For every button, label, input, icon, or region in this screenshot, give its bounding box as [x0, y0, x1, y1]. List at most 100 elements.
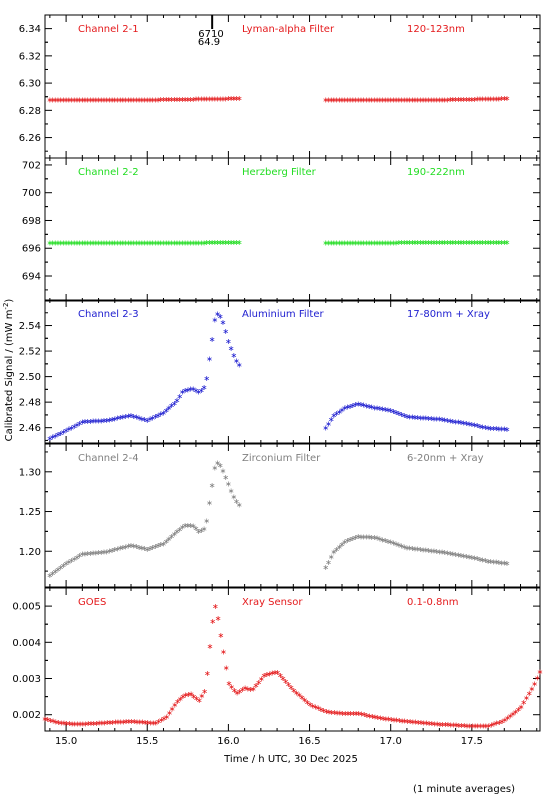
data-point: ∗	[382, 405, 389, 414]
data-point: ∗	[204, 669, 211, 678]
y-tick-label: 1.25	[19, 507, 41, 518]
data-point: ∗	[50, 717, 57, 726]
data-point: ∗	[304, 698, 311, 707]
band-label: 6-20nm + Xray	[407, 453, 484, 464]
data-point: ∗	[114, 544, 121, 553]
data-point: ∗	[477, 722, 484, 731]
data-point: ∗	[387, 238, 394, 247]
data-point: ∗	[117, 413, 124, 422]
data-point: ∗	[401, 238, 408, 247]
data-point: ∗	[531, 679, 538, 688]
data-point: ∗	[122, 239, 129, 248]
data-point: ∗	[101, 239, 108, 248]
data-point: ∗	[480, 722, 487, 731]
data-point: ∗	[428, 414, 435, 423]
data-point: ∗	[341, 404, 348, 413]
data-point: ∗	[504, 238, 511, 247]
x-axis-title: Time / h UTC, 30 Dec 2025	[223, 754, 358, 765]
data-point: ∗	[507, 711, 514, 720]
data-point: ∗	[217, 238, 224, 247]
data-point: ∗	[285, 680, 292, 689]
data-point: ∗	[147, 95, 154, 104]
data-point: ∗	[466, 552, 473, 561]
data-point: ∗	[225, 238, 232, 247]
data-point: ∗	[198, 526, 205, 535]
data-point: ∗	[111, 414, 118, 423]
filter-label: Zirconium Filter	[242, 453, 321, 464]
data-point: ∗	[363, 533, 370, 542]
data-point: ∗	[74, 553, 81, 562]
data-point: ∗	[390, 407, 397, 416]
data-point: ∗	[401, 95, 408, 104]
panel-frame	[44, 157, 541, 302]
data-point: ∗	[142, 718, 149, 727]
data-point: ∗	[233, 356, 240, 365]
data-point: ∗	[433, 238, 440, 247]
data-point: ∗	[128, 541, 135, 550]
data-point: ∗	[417, 238, 424, 247]
data-point: ∗	[428, 238, 435, 247]
data-point: ∗	[220, 318, 227, 327]
data-point: ∗	[188, 690, 195, 699]
data-point: ∗	[49, 95, 56, 104]
data-point: ∗	[387, 406, 394, 415]
data-point: ∗	[68, 239, 75, 248]
data-point: ∗	[482, 95, 489, 104]
data-point: ∗	[90, 239, 97, 248]
y-tick-label: 2.46	[19, 423, 41, 434]
data-point: ∗	[184, 95, 191, 104]
y-tick-label: 0.002	[12, 710, 41, 721]
data-point: ∗	[428, 95, 435, 104]
data-point: ∗	[520, 698, 527, 707]
data-point: ∗	[325, 558, 332, 567]
data-point: ∗	[468, 95, 475, 104]
data-point: ∗	[493, 94, 500, 103]
data-point: ∗	[420, 545, 427, 554]
data-point: ∗	[410, 717, 417, 726]
data-point: ∗	[117, 544, 124, 553]
data-point: ∗	[95, 95, 102, 104]
data-point: ∗	[404, 543, 411, 552]
data-point: ∗	[65, 425, 72, 434]
data-point: ∗	[471, 238, 478, 247]
data-point: ∗	[76, 239, 83, 248]
data-point: ∗	[65, 95, 72, 104]
data-point: ∗	[217, 94, 224, 103]
data-point: ∗	[130, 412, 137, 421]
data-point: ∗	[479, 238, 486, 247]
data-point: ∗	[501, 425, 508, 434]
data-point: ∗	[63, 239, 70, 248]
footnote: (1 minute averages)	[413, 784, 515, 795]
data-point: ∗	[57, 239, 64, 248]
data-point: ∗	[404, 95, 411, 104]
data-point: ∗	[382, 536, 389, 545]
data-point: ∗	[52, 239, 59, 248]
data-point: ∗	[425, 95, 432, 104]
data-point: ∗	[93, 548, 100, 557]
data-point: ∗	[55, 718, 62, 727]
data-point: ∗	[195, 95, 202, 104]
y-tick-label: 694	[22, 272, 41, 283]
data-point: ∗	[141, 239, 148, 248]
data-point: ∗	[374, 95, 381, 104]
data-point: ∗	[138, 414, 145, 423]
y-tick-label: 2.52	[19, 347, 41, 358]
data-point: ∗	[226, 679, 233, 688]
data-point: ∗	[425, 238, 432, 247]
data-point: ∗	[57, 95, 64, 104]
data-point: ∗	[477, 95, 484, 104]
data-point: ∗	[452, 238, 459, 247]
data-point: ∗	[166, 95, 173, 104]
data-point: ∗	[152, 412, 159, 421]
data-point: ∗	[42, 714, 49, 723]
data-point: ∗	[101, 416, 108, 425]
data-point: ∗	[444, 416, 451, 425]
data-point: ∗	[236, 238, 243, 247]
data-point: ∗	[193, 386, 200, 395]
data-point: ∗	[253, 681, 260, 690]
data-point: ∗	[212, 602, 219, 611]
data-point: ∗	[133, 413, 140, 422]
data-point: ∗	[474, 722, 481, 731]
data-point: ∗	[106, 547, 113, 556]
y-tick-label: 696	[22, 244, 41, 255]
